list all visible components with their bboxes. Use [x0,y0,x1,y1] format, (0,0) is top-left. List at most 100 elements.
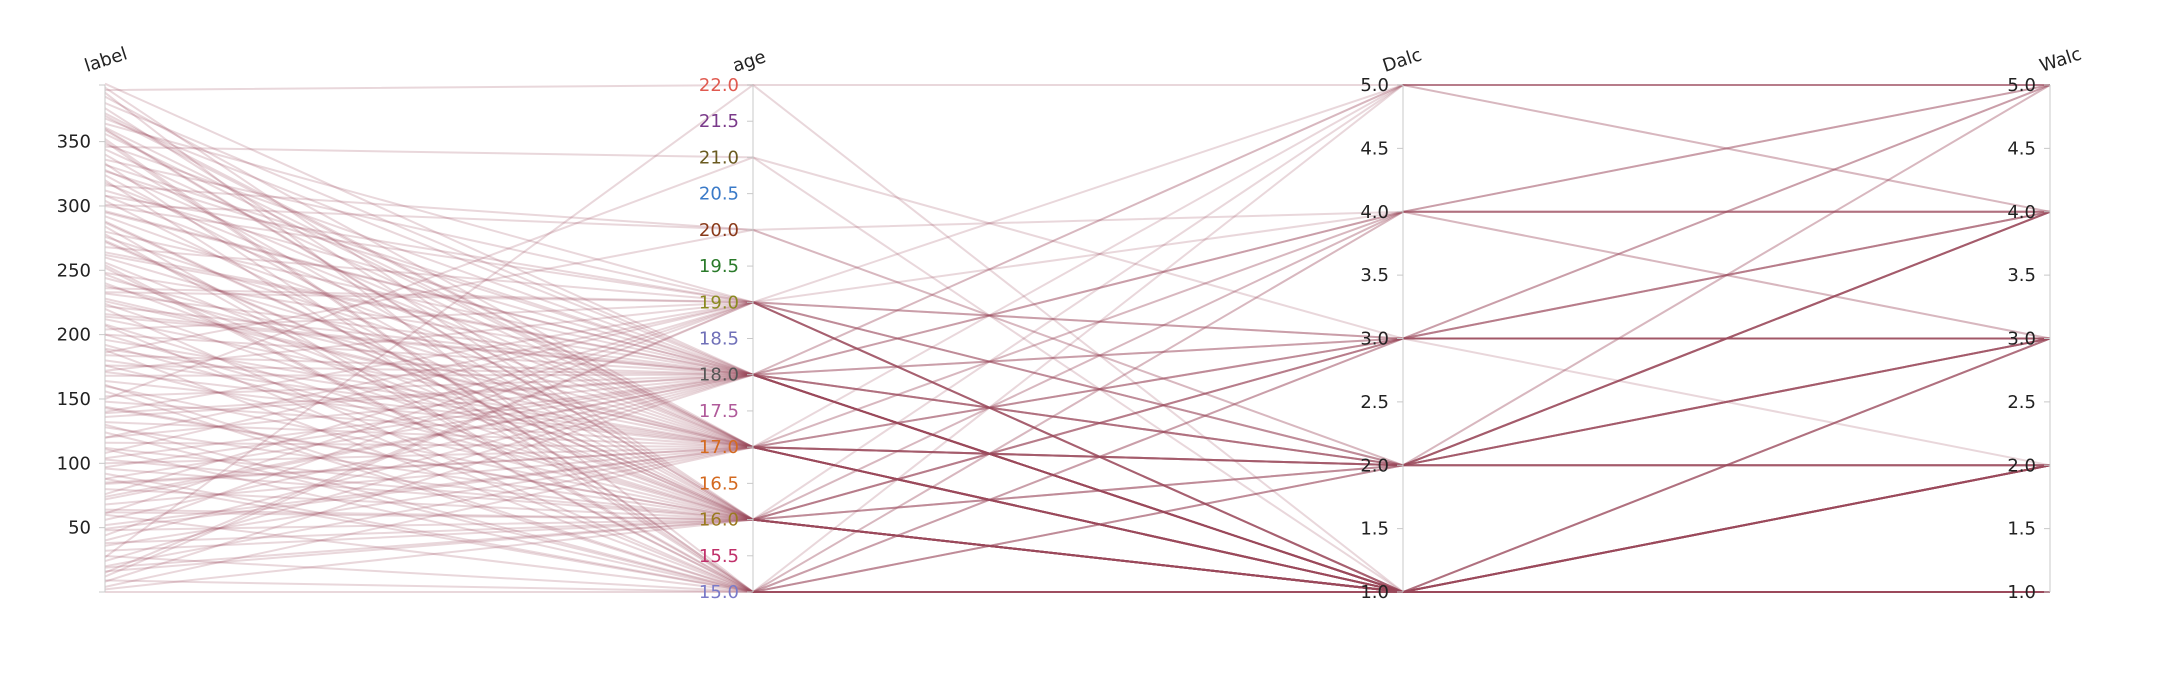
record-line [104,373,2051,594]
record-line [104,115,2051,467]
record-line [104,343,2050,593]
record-line [104,441,2050,593]
record-line [104,95,2051,594]
record-line [104,126,2050,449]
record-line [104,373,2051,594]
record-line [104,337,2051,594]
record-line [104,518,2050,593]
record-line [104,84,2051,376]
tick-label: 5.0 [1360,75,1389,96]
tick-label: 300 [57,196,91,217]
record-line [104,337,2051,485]
tick-label: 250 [57,260,91,281]
record-line [104,518,2050,593]
record-line [104,84,2051,521]
record-line [104,297,2050,593]
record-line [104,112,2050,593]
record-line [104,373,2050,521]
record-line [104,373,2050,593]
record-line [104,84,2051,449]
record-line [104,220,2050,593]
record-line [104,302,2050,593]
record-line [104,313,2050,593]
record-line [104,210,2051,594]
record-line [104,405,2050,593]
record-line [104,373,2050,593]
record-line [104,210,2051,521]
record-line [104,199,2050,593]
record-line [104,261,2051,521]
record-line [104,287,2051,594]
record-line [104,210,2050,594]
tick-label: 20.0 [699,220,739,241]
tick-label: 100 [57,453,91,474]
record-line [104,380,2050,593]
record-line [104,385,2050,593]
tick-label: 1.0 [2007,582,2036,603]
record-line [104,210,2051,594]
record-line [104,323,2050,593]
tick-label: 3.0 [2007,329,2036,350]
record-line [104,163,2050,593]
record-line [104,349,2050,593]
record-line [104,277,2050,593]
record-line [104,292,2050,467]
record-line [104,446,2050,593]
tick-label: 16.0 [699,510,739,531]
tick-label: 4.5 [1360,138,1389,159]
record-line [104,117,2051,594]
record-line [104,184,2051,467]
record-line [104,225,2050,593]
record-line [104,359,2050,593]
record-line [104,555,2050,593]
record-line [104,337,2051,594]
record-line [104,301,2050,467]
record-line [104,210,2050,376]
record-line [104,467,2050,593]
record-line [104,301,2050,593]
record-line [104,464,2050,545]
axis-label: 50 100 150 200 250 300 350 label [57,43,130,593]
record-line [104,84,2050,559]
tick-label: 2.5 [2007,392,2036,413]
record-line [104,301,2051,594]
record-line [104,210,2051,484]
record-line [104,373,2050,593]
tick-label: 22.0 [699,75,739,96]
tick-label: 50 [68,518,91,539]
tick-label: 2.0 [2007,455,2036,476]
record-line [104,194,2050,340]
record-line [104,145,2050,593]
record-line [104,84,2051,449]
record-line [104,83,2051,594]
record-line [104,423,2050,594]
record-line [104,230,2050,593]
record-line [104,84,2051,521]
record-line [104,264,2051,594]
record-line [104,337,2051,594]
record-line [104,210,2051,467]
tick-label: 2.0 [1360,455,1389,476]
record-line [104,210,2050,521]
record-line [104,421,2050,593]
record-line [104,102,2051,467]
record-line [104,84,2050,521]
record-line [104,168,2050,593]
record-line [104,210,2051,467]
record-line [104,210,2051,594]
record-line [104,446,2050,593]
tick-label: 3.5 [2007,265,2036,286]
record-line [104,156,2050,400]
record-line [104,266,2050,593]
record-line [104,205,2050,593]
record-line [104,307,2051,593]
tick-label: 2.5 [1360,392,1389,413]
record-line [104,251,2050,593]
record-line [104,235,2051,594]
record-line [104,373,2050,593]
record-line [104,215,2051,467]
record-line [104,364,2051,594]
record-line [104,256,2050,593]
record-line [104,174,2050,593]
